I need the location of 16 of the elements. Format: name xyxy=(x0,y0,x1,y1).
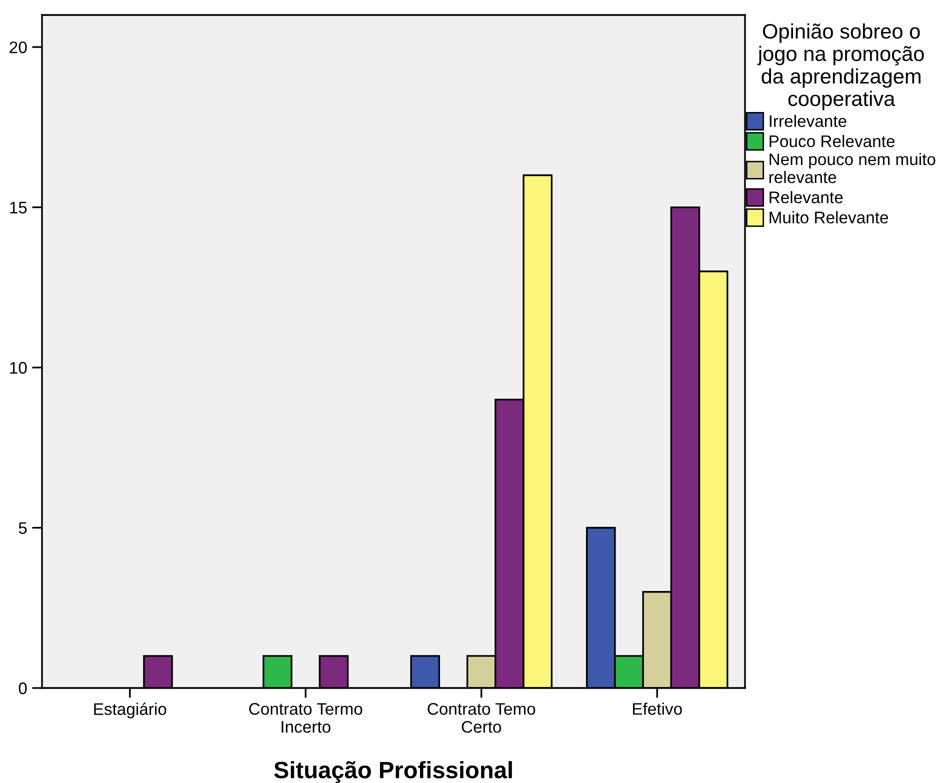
legend-title: Opinião sobreo o jogo na promoção da aprendizagem cooperativa xyxy=(757,23,924,110)
legend-label: Irrelevante xyxy=(770,114,846,128)
legend-label: Relevante xyxy=(770,191,843,204)
y-tick-label: 0 xyxy=(18,682,27,694)
y-tick-label: 20 xyxy=(10,41,27,54)
legend-label: Pouco Relevante xyxy=(770,134,895,148)
x-tick-label: Estagiário xyxy=(94,702,166,718)
x-tick-label: Contrato Temo Certo xyxy=(428,703,536,733)
y-tick-label: 10 xyxy=(10,362,27,374)
x-tick-label: Contrato Termo Incerto xyxy=(249,703,362,733)
legend-label: Muito Relevante xyxy=(770,211,888,224)
x-axis-title: Situação Profissional xyxy=(274,761,512,783)
y-tick-label: 15 xyxy=(10,202,27,214)
x-tick-label: Efetivo xyxy=(633,702,682,715)
legend-label: Nem pouco nem muito relevante xyxy=(769,152,936,184)
y-tick-label: 5 xyxy=(18,522,27,534)
